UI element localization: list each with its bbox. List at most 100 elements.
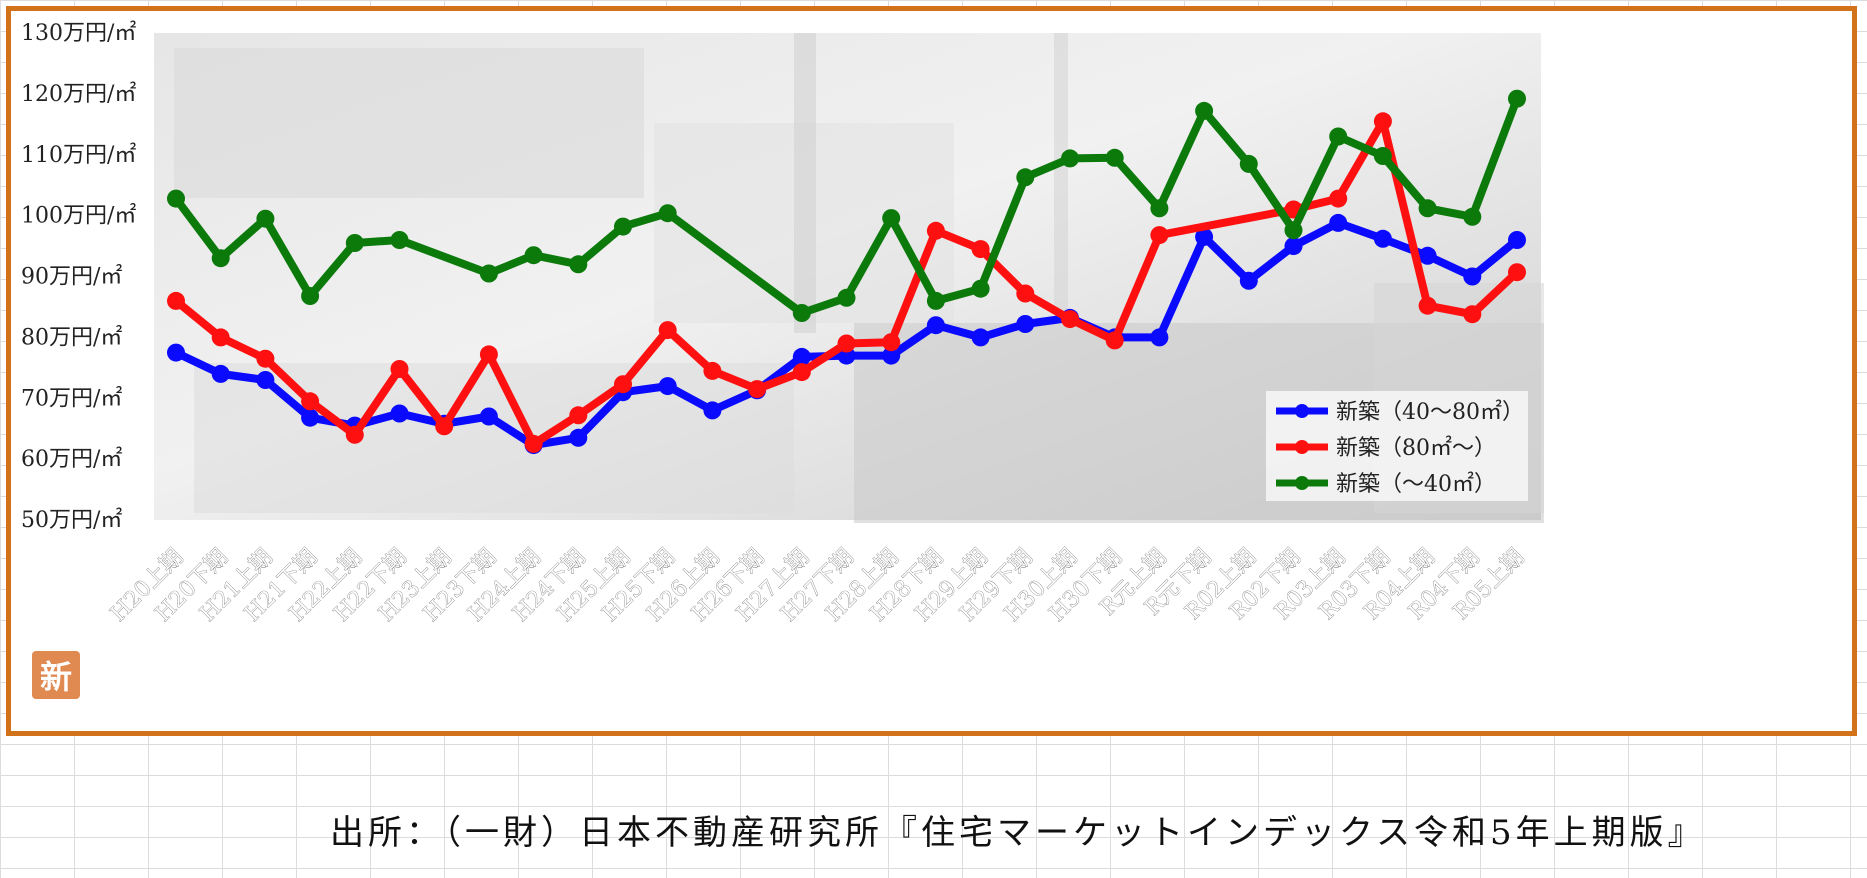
data-point	[926, 316, 945, 335]
data-point	[301, 408, 320, 427]
legend-marker	[1295, 404, 1309, 418]
data-point	[1061, 310, 1079, 329]
photo-shape	[174, 48, 644, 198]
y-tick-label: 60万円/㎡	[21, 446, 122, 472]
data-point	[926, 291, 945, 310]
y-axis: 50万円/㎡ 60万円/㎡ 70万円/㎡ 80万円/㎡ 90万円/㎡ 100万円/㎡ 110…	[21, 20, 136, 533]
data-point	[524, 246, 543, 265]
data-point	[569, 255, 588, 274]
data-point	[882, 209, 901, 228]
line-chart: 50万円/㎡ 60万円/㎡ 70万円/㎡ 80万円/㎡ 90万円/㎡ 100万円/㎡ 110…	[21, 20, 1544, 627]
data-point	[1418, 246, 1437, 265]
data-point	[167, 291, 185, 310]
y-tick-label: 70万円/㎡	[21, 385, 122, 411]
data-point	[345, 425, 364, 444]
data-point	[792, 304, 811, 322]
data-point	[837, 334, 856, 353]
data-point	[256, 209, 275, 228]
data-point	[971, 279, 990, 298]
data-point	[792, 363, 811, 382]
legend: 新築（40～80㎡） 新築（80㎡～） 新築（～40㎡）	[1266, 391, 1528, 501]
data-point	[1061, 149, 1079, 168]
data-point	[569, 428, 588, 447]
data-point	[390, 231, 409, 249]
data-point	[1463, 267, 1482, 286]
legend-label: 新築（40～80㎡）	[1336, 399, 1524, 425]
y-tick-label: 90万円/㎡	[21, 264, 122, 290]
data-point	[703, 401, 722, 420]
data-point	[748, 380, 767, 399]
data-point	[1373, 229, 1392, 248]
source-note: 出所：（一財）日本不動産研究所『住宅マーケットインデックス令和5年上期版』	[330, 813, 1706, 853]
data-point	[1418, 199, 1437, 218]
data-point	[1373, 147, 1392, 165]
data-point	[882, 346, 901, 365]
data-point	[256, 349, 275, 368]
data-point	[1284, 221, 1303, 240]
data-point	[435, 417, 454, 436]
data-point	[345, 234, 364, 252]
data-point	[1508, 231, 1526, 249]
data-point	[703, 361, 722, 380]
data-point	[1284, 237, 1303, 256]
data-point	[1508, 263, 1526, 282]
data-point	[390, 404, 409, 423]
chart-frame: 50万円/㎡ 60万円/㎡ 70万円/㎡ 80万円/㎡ 90万円/㎡ 100万円/㎡ 110…	[6, 6, 1857, 736]
data-point	[837, 288, 856, 307]
data-point	[211, 364, 230, 383]
data-point	[1508, 89, 1526, 108]
data-point	[614, 375, 632, 394]
data-point	[1418, 296, 1437, 315]
data-point	[658, 321, 677, 340]
data-point	[301, 392, 320, 411]
data-point	[1105, 331, 1124, 350]
new-badge: 新	[32, 651, 80, 699]
data-point	[1195, 227, 1214, 246]
data-point	[211, 249, 230, 268]
data-point	[569, 406, 588, 425]
data-point	[167, 343, 185, 362]
data-point	[1329, 189, 1348, 208]
y-tick-label: 110万円/㎡	[21, 142, 136, 168]
data-point	[1016, 284, 1035, 303]
photo-shape	[194, 363, 794, 513]
y-tick-label: 130万円/㎡	[21, 20, 136, 46]
data-point	[658, 377, 677, 396]
y-tick-label: 50万円/㎡	[21, 507, 122, 533]
data-point	[479, 264, 498, 283]
y-tick-label: 100万円/㎡	[21, 203, 136, 229]
data-point	[1195, 101, 1214, 120]
data-point	[256, 371, 275, 389]
data-point	[1239, 154, 1258, 173]
data-point	[658, 204, 677, 223]
data-point	[1150, 328, 1169, 347]
data-point	[1239, 271, 1258, 290]
legend-marker	[1295, 440, 1309, 454]
y-tick-label: 80万円/㎡	[21, 324, 122, 350]
photo-shape	[794, 33, 816, 333]
series-3	[167, 89, 1526, 322]
data-point	[301, 287, 320, 305]
photo-shape	[1054, 33, 1068, 323]
series-layer	[167, 89, 1526, 455]
data-point	[1016, 168, 1035, 187]
legend-marker	[1295, 476, 1309, 490]
data-point	[1150, 199, 1169, 218]
data-point	[1463, 207, 1482, 226]
data-point	[1463, 305, 1482, 324]
data-point	[971, 240, 990, 259]
legend-label: 新築（80㎡～）	[1336, 435, 1496, 461]
data-point	[614, 217, 632, 236]
data-point	[1329, 213, 1348, 232]
data-point	[390, 360, 409, 378]
data-point	[926, 221, 945, 240]
data-point	[1105, 148, 1124, 167]
data-point	[479, 345, 498, 364]
x-axis: H20上期H20下期H21上期H21下期H22上期H22下期H23上期H23下期…	[106, 544, 1530, 627]
data-point	[1016, 315, 1035, 333]
data-point	[971, 328, 990, 347]
series-line	[172, 97, 1521, 317]
data-point	[167, 189, 185, 208]
data-point	[1373, 112, 1392, 131]
legend-label: 新築（～40㎡）	[1336, 471, 1496, 497]
